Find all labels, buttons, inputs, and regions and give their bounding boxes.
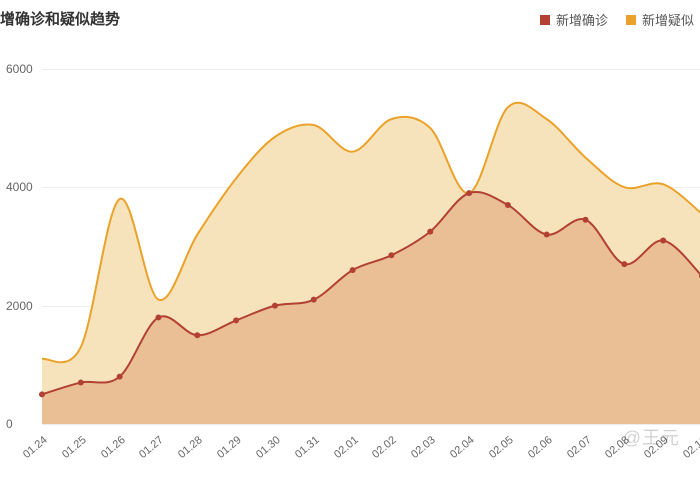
chart-container: 增确诊和疑似趋势 新增确诊 新增疑似 020004000600001.2401.…	[0, 0, 700, 500]
series-marker	[272, 303, 278, 309]
legend-label: 新增确诊	[556, 10, 608, 29]
series-marker	[39, 391, 45, 397]
series-marker	[466, 190, 472, 196]
series-marker	[388, 252, 394, 258]
series-marker	[311, 297, 317, 303]
chart-title: 增确诊和疑似趋势	[0, 8, 120, 29]
series-marker	[544, 232, 550, 238]
series-marker	[233, 317, 239, 323]
legend-swatch-confirmed	[540, 15, 550, 25]
series-marker	[660, 237, 666, 243]
legend-swatch-suspected	[626, 15, 636, 25]
series-marker	[155, 314, 161, 320]
legend-item-confirmed: 新增确诊	[540, 10, 608, 29]
series-marker	[427, 229, 433, 235]
legend-item-suspected: 新增疑似	[626, 10, 694, 29]
legend-label: 新增疑似	[642, 10, 694, 29]
series-marker	[621, 261, 627, 267]
series-marker	[194, 332, 200, 338]
series-marker	[78, 380, 84, 386]
chart-legend: 新增确诊 新增疑似	[540, 10, 694, 29]
series-marker	[117, 374, 123, 380]
series-marker	[583, 217, 589, 223]
chart-svg	[6, 46, 700, 466]
series-marker	[350, 267, 356, 273]
series-marker	[505, 202, 511, 208]
plot-area: 020004000600001.2401.2501.2601.2701.2801…	[6, 46, 700, 466]
